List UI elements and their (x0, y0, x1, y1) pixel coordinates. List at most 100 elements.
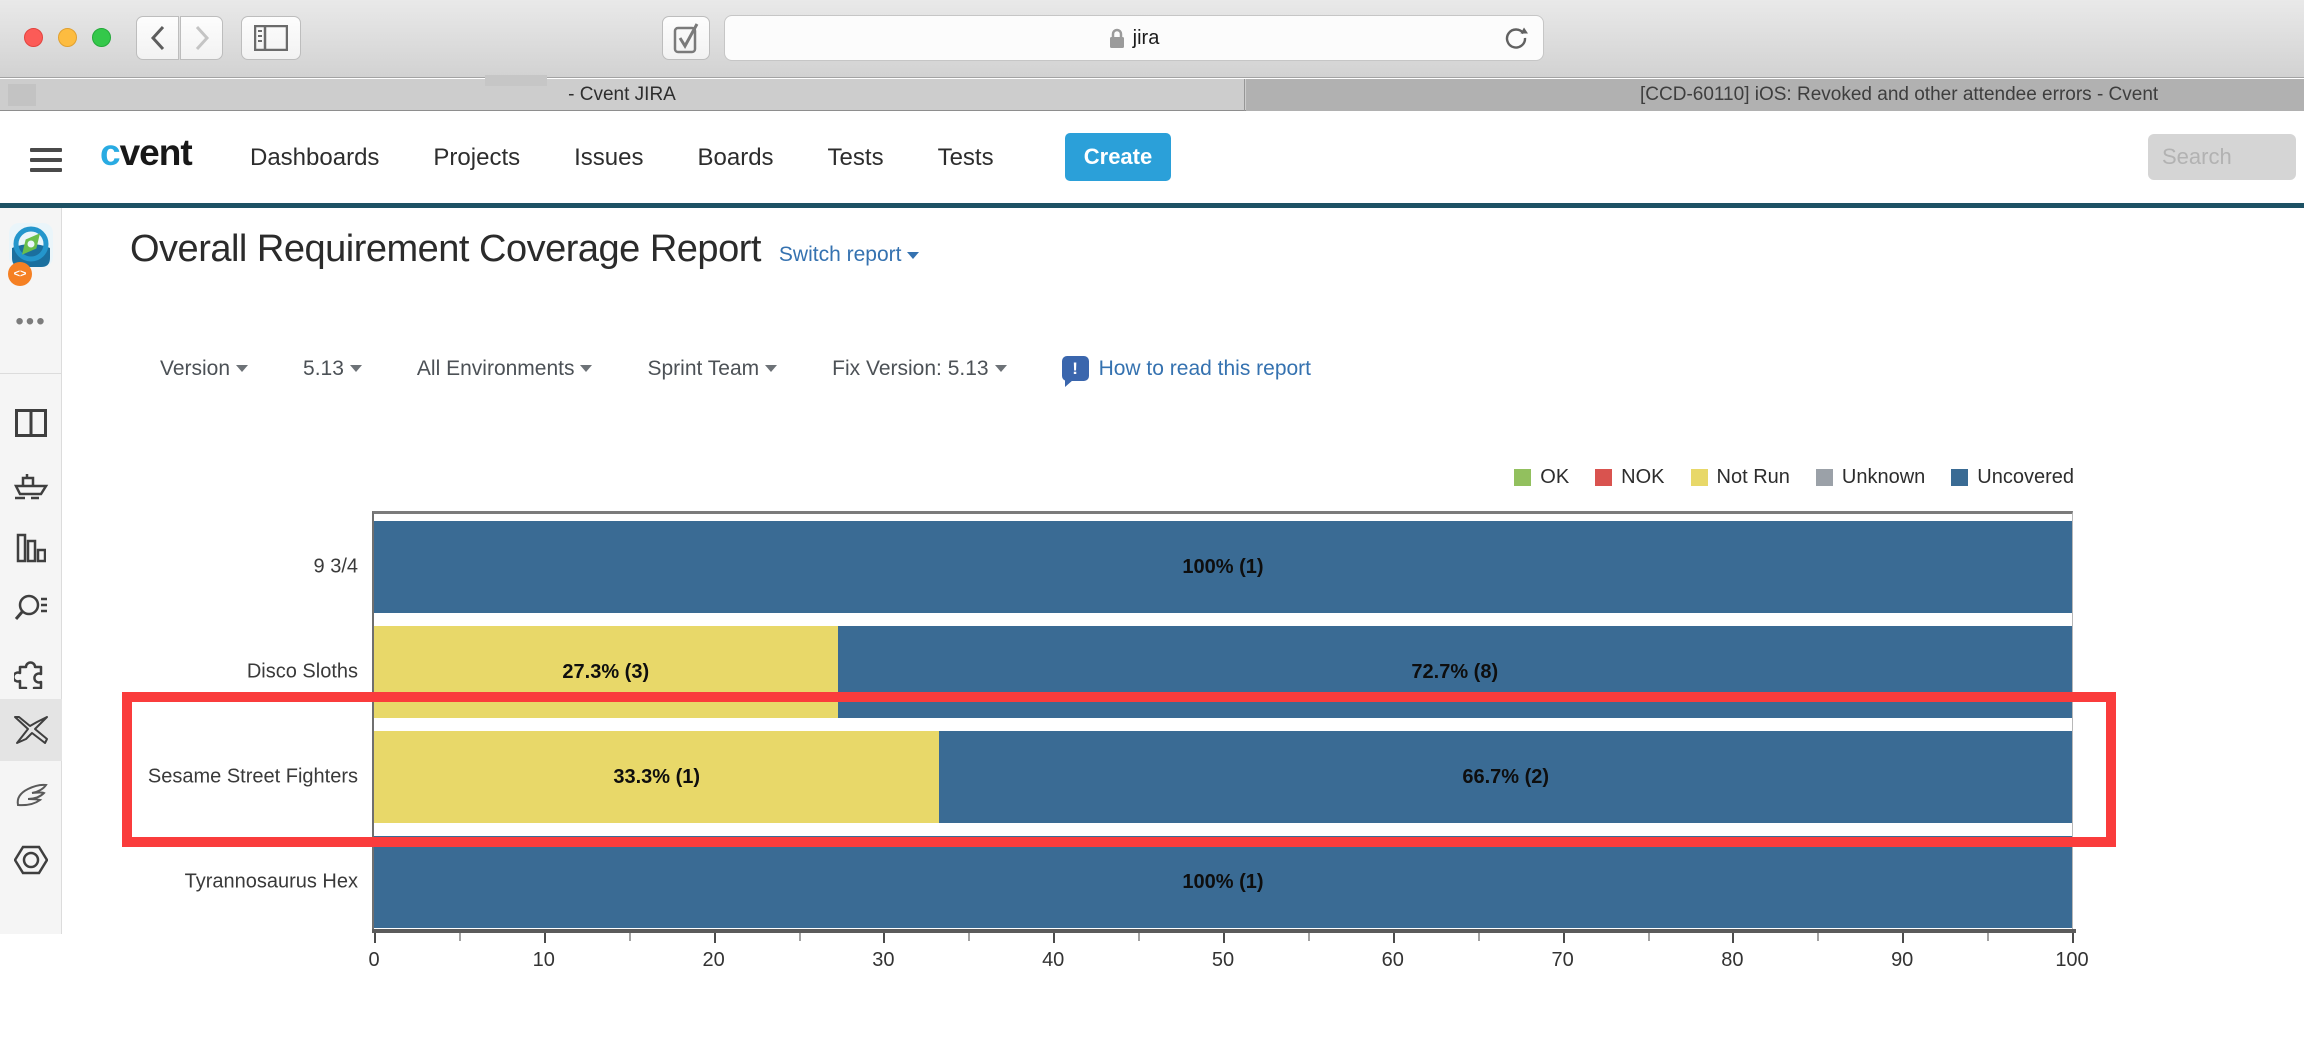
sidebar-item-addons[interactable] (0, 641, 62, 703)
chevron-down-icon (994, 365, 1007, 373)
chevron-down-icon (236, 365, 249, 373)
minor-tick (1647, 933, 1650, 941)
legend-swatch (1595, 469, 1613, 486)
legend-label: Not Run (1716, 466, 1790, 488)
sidebar-item-search[interactable] (0, 578, 62, 640)
chevron-down-icon (349, 365, 362, 373)
more-ellipsis-icon[interactable]: ••• (15, 308, 47, 335)
url-text: jira (1132, 26, 1160, 49)
puzzle-icon (14, 661, 43, 689)
minor-tick (458, 933, 461, 941)
tick-label: 60 (1381, 949, 1404, 971)
tab-favicon-placeholder (8, 84, 36, 106)
create-button[interactable]: Create (1065, 133, 1171, 181)
tab-bar: - Cvent JIRA [CCD-60110] iOS: Revoked an… (0, 75, 2304, 111)
bar-segment-uncovered[interactable]: 100% (1) (374, 521, 2072, 613)
bar-segment-uncovered[interactable]: 72.7% (8) (837, 626, 2072, 718)
legend-label: NOK (1621, 466, 1665, 488)
tick-label: 20 (702, 949, 725, 971)
window-minimize-button[interactable] (58, 28, 77, 47)
sidebar-item-releases[interactable] (0, 454, 62, 516)
forward-chevron-icon (195, 25, 209, 51)
major-tick (713, 933, 716, 943)
category-label: Disco Sloths (246, 660, 358, 683)
hex-nut-icon (14, 845, 48, 875)
sidebar-item-reports[interactable] (0, 517, 62, 579)
window-close-button[interactable] (24, 28, 43, 47)
filter-dropdown[interactable]: 5.13 (303, 357, 362, 381)
major-tick (1902, 933, 1905, 943)
nav-item-tests[interactable]: Tests (827, 143, 884, 171)
legend-item: Uncovered (1951, 466, 2074, 489)
sidebar-item-xray-selected[interactable] (0, 699, 62, 761)
category-label: Sesame Street Fighters (147, 765, 358, 788)
legend-swatch (1514, 469, 1532, 486)
nav-item-issues[interactable]: Issues (574, 143, 644, 171)
back-button[interactable] (136, 16, 179, 60)
x-axis-line (372, 929, 2076, 933)
app-compass-logo-icon[interactable]: <> (8, 222, 54, 286)
address-bar[interactable]: jira (724, 15, 1544, 61)
bar-segment-not-run[interactable]: 33.3% (1) (374, 731, 940, 823)
bar-row: Disco Sloths 27.3% (3) 72.7% (8) (247, 626, 2072, 718)
tab-title: [CCD-60110] iOS: Revoked and other atten… (1640, 84, 2159, 105)
major-tick (1392, 933, 1395, 943)
search-input[interactable] (2148, 134, 2296, 180)
major-tick (1732, 933, 1735, 943)
tick-label: 70 (1551, 949, 1574, 971)
checkbox-check-icon (673, 23, 699, 54)
refresh-button[interactable] (1503, 24, 1529, 52)
major-tick (1562, 933, 1565, 943)
nav-item-boards[interactable]: Boards (697, 143, 774, 171)
legend-swatch (1951, 469, 1969, 486)
major-tick (2072, 933, 2074, 943)
sidebar-item-split-panel[interactable] (0, 392, 62, 454)
left-sidebar: <> ••• (0, 208, 62, 1044)
nav-menu: Dashboards Projects Issues Boards Tests Tests (250, 112, 994, 203)
nav-item-dashboards[interactable]: Dashboards (250, 143, 380, 171)
tab-ccd-60110[interactable]: [CCD-60110] iOS: Revoked and other atten… (1246, 79, 2304, 111)
forward-button[interactable] (180, 16, 223, 60)
nav-item-tests-2[interactable]: Tests (937, 143, 994, 171)
bar-segment-not-run[interactable]: 27.3% (3) (374, 626, 838, 718)
major-tick (374, 933, 376, 943)
sidebar-item-settings[interactable] (0, 829, 62, 891)
tick-label: 30 (872, 949, 895, 971)
bar-segment-uncovered[interactable]: 66.7% (2) (939, 731, 2072, 823)
split-panel-icon (15, 409, 47, 437)
minor-tick (798, 933, 801, 941)
major-tick (1053, 933, 1056, 943)
tab-title: - Cvent JIRA (568, 84, 676, 105)
tab-cvent-jira[interactable]: - Cvent JIRA (0, 75, 1245, 111)
nav-item-projects[interactable]: Projects (433, 143, 521, 171)
cvent-logo[interactable]: cvent (100, 132, 193, 173)
legend-label: Uncovered (1977, 466, 2074, 488)
filter-dropdown[interactable]: All Environments (417, 357, 593, 381)
help-link[interactable]: ! How to read this report (1061, 356, 1311, 387)
legend-item: Not Run (1690, 466, 1790, 489)
sidebar-toggle-button[interactable] (241, 16, 301, 60)
sidebar-divider (0, 373, 62, 374)
tick-label: 0 (368, 949, 380, 971)
chart-legend: OK NOK Not Run Unknown Uncovered (1514, 466, 2074, 489)
filter-dropdown[interactable]: Sprint Team (647, 357, 778, 381)
filter-dropdown[interactable]: Fix Version: 5.13 (832, 357, 1007, 381)
tick-label: 80 (1721, 949, 1744, 971)
major-tick (1223, 933, 1225, 943)
tick-label: 40 (1042, 949, 1065, 971)
bar-segment-uncovered[interactable]: 100% (1) (374, 836, 2072, 928)
minor-tick (1987, 933, 1990, 941)
minor-tick (628, 933, 631, 941)
coverage-bar-chart: 9 3/4 100% (1) Disco Sloths 27.3% (3) 72.7% … (148, 511, 2089, 971)
tick-label: 50 (1211, 949, 1235, 971)
sidebar-background (0, 208, 62, 934)
filter-dropdown[interactable]: Version (160, 357, 249, 381)
window-zoom-button[interactable] (92, 28, 111, 47)
legend-label: Unknown (1841, 466, 1926, 488)
sidebar-toggle-icon (254, 25, 288, 51)
extension-checkbox-button[interactable] (662, 16, 710, 60)
hamburger-menu-icon[interactable] (30, 148, 62, 178)
sidebar-item-zephyr[interactable] (0, 764, 62, 826)
switch-report-link[interactable]: Switch report (779, 243, 920, 267)
wing-icon (16, 783, 48, 807)
